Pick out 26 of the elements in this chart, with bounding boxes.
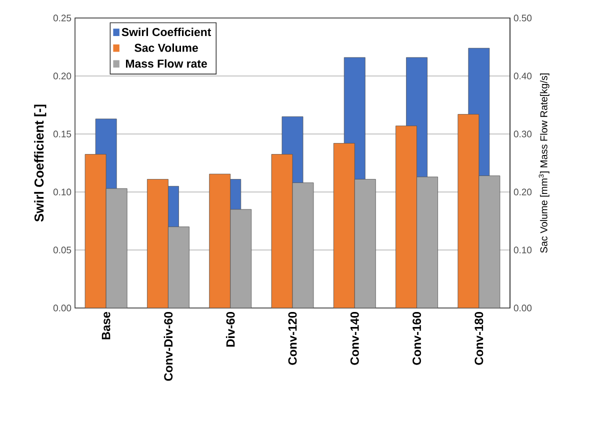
y-tick-label: 0.20: [53, 72, 72, 80]
bar: [147, 179, 168, 308]
legend-label: Swirl Coefficient: [122, 28, 212, 36]
x-tick-label: Div-60: [226, 312, 235, 347]
x-tick-label: Base: [102, 312, 110, 340]
legend-label: Sac Volume: [134, 44, 198, 52]
y2-tick-label: 0.40: [514, 72, 532, 80]
x-tick-label: Conv-180: [474, 312, 484, 365]
y-tick-label: 0.05: [53, 246, 72, 254]
bar: [209, 174, 230, 308]
y-tick-label: 0.10: [53, 188, 72, 196]
x-tick-label: Conv-Div-60: [164, 312, 173, 381]
y2-axis-title: Sac Volume [mm$^{3}$] Mass Flow Rate[kg/s]: [538, 73, 550, 253]
x-tick-label: Conv-160: [412, 312, 422, 365]
x-tick-label: Conv-120: [288, 312, 297, 365]
y2-tick-label: 0.00: [514, 304, 532, 312]
legend-label: Mass Flow rate: [126, 59, 207, 68]
y2-tick-label: 0.50: [514, 14, 532, 22]
y2-tick-label: 0.10: [514, 246, 532, 254]
x-tick-label: Conv-140: [350, 312, 359, 365]
y2-tick-label: 0.20: [514, 188, 532, 196]
y-tick-label: 0.00: [53, 304, 72, 312]
y-axis-title: Swirl Coefficient [-]: [34, 104, 46, 222]
y-tick-label: 0.15: [53, 130, 72, 138]
y-tick-label: 0.25: [53, 14, 72, 22]
y2-tick-label: 0.30: [514, 130, 532, 138]
